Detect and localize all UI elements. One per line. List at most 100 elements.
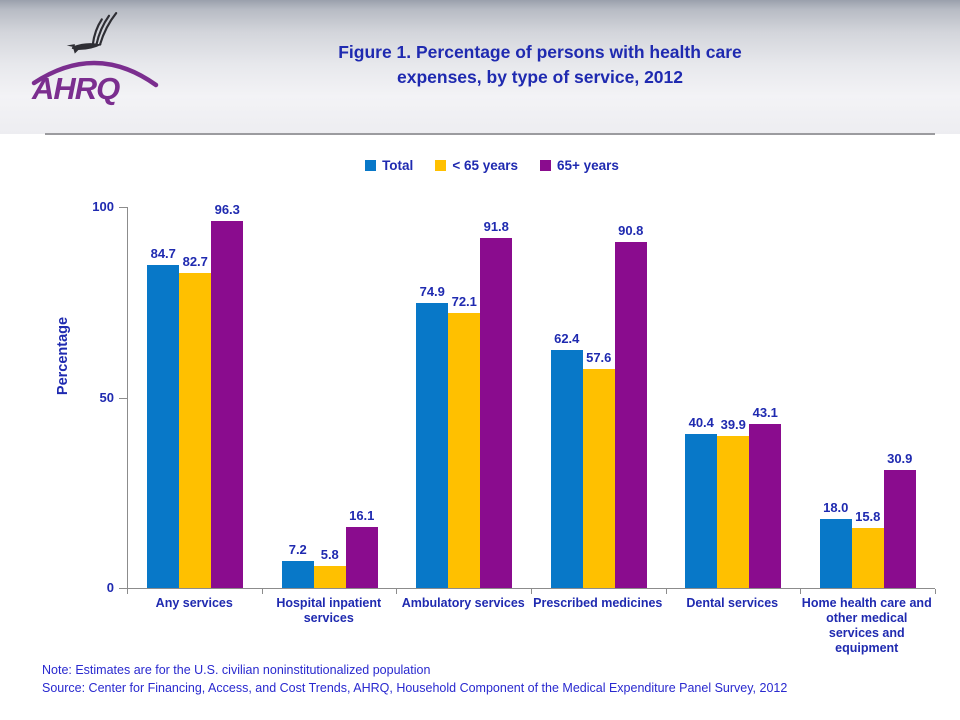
x-axis-labels: Any services Hospital inpatient services A… <box>127 596 934 656</box>
plot-area: 84.7 82.7 96.3 7.2 5.8 16.1 74.9 72.1 91.8 62.4 57… <box>127 202 936 589</box>
bar-wrap: 18.0 <box>819 500 852 588</box>
bar <box>851 527 884 588</box>
bar-value-label: 18.0 <box>823 500 849 516</box>
y-tick-label: 50 <box>99 389 114 405</box>
logo-arc <box>31 60 159 88</box>
bar-value-label: 62.4 <box>554 331 580 347</box>
y-tick-mark <box>119 588 127 589</box>
category-label-text: Hospital inpatient services <box>276 596 382 625</box>
legend-swatch <box>540 160 551 171</box>
bar-group: 40.4 39.9 43.1 <box>666 405 801 588</box>
bar-wrap: 91.8 <box>480 219 513 588</box>
bar-group: 74.9 72.1 91.8 <box>397 219 532 588</box>
category-label: Any services <box>127 596 262 656</box>
source-line: Source: Center for Financing, Access, an… <box>42 681 788 696</box>
bar-wrap: 5.8 <box>313 547 346 588</box>
legend-swatch <box>365 160 377 171</box>
y-axis-title: Percentage <box>55 316 71 396</box>
bar-value-label: 43.1 <box>752 404 778 420</box>
bar <box>416 302 449 588</box>
figure-title: Figure 1. Percentage of persons with hea… <box>338 42 742 87</box>
bar <box>819 519 852 588</box>
ahrq-wordmark: AHRQ <box>31 60 159 106</box>
bar-value-label: 40.4 <box>688 415 714 431</box>
bar-value-label: 7.2 <box>288 541 307 557</box>
bar-value-label: 39.9 <box>720 416 746 432</box>
bar <box>883 470 916 588</box>
bar <box>147 265 180 588</box>
bar-wrap: 57.6 <box>582 350 615 588</box>
bar-wrap: 39.9 <box>717 417 750 588</box>
note-line: Note: Estimates are for the U.S. civilia… <box>42 663 431 677</box>
category-label-text: Prescribed medicines <box>533 596 663 610</box>
chart-legend: Total < 65 years 65+ years <box>12 158 960 173</box>
category-label: Ambulatory services <box>396 596 531 656</box>
y-tick-mark <box>119 207 127 208</box>
bar <box>717 435 750 588</box>
bar-wrap: 82.7 <box>179 254 212 588</box>
hhs-eagle-icon <box>66 12 118 54</box>
bar-value-label: 57.6 <box>586 349 612 365</box>
category-label: Prescribed medicines <box>531 596 666 656</box>
bar-wrap: 96.3 <box>211 202 244 588</box>
bar-wrap: 15.8 <box>851 509 884 588</box>
bar-wrap: 84.7 <box>147 246 180 588</box>
bar <box>582 368 615 588</box>
x-tick-mark <box>396 589 398 594</box>
bar-wrap: 90.8 <box>614 223 647 588</box>
bar-wrap: 74.9 <box>416 284 449 588</box>
bar-wrap: 62.4 <box>550 331 583 588</box>
legend-swatch <box>435 160 447 171</box>
bar <box>480 238 513 588</box>
bar-value-label: 30.9 <box>887 451 913 467</box>
x-tick-mark <box>665 589 667 594</box>
header-divider <box>45 133 935 135</box>
category-label-text: Any services <box>155 596 233 610</box>
bar <box>345 526 378 588</box>
category-label: Dental services <box>665 596 800 656</box>
x-tick-mark <box>127 589 128 594</box>
y-tick-mark <box>119 397 127 399</box>
category-label-text: Home health care and other medical servi… <box>801 596 932 655</box>
bar-value-label: 74.9 <box>419 283 445 299</box>
bar-group: 18.0 15.8 30.9 <box>801 451 936 588</box>
bar-value-label: 82.7 <box>182 253 208 269</box>
logo-acronym-text: AHRQ <box>31 71 120 106</box>
legend-label: < 65 years <box>452 158 518 173</box>
x-tick-mark <box>800 589 802 594</box>
bar <box>179 272 212 588</box>
bar-value-label: 91.8 <box>483 219 509 235</box>
footnotes: Note: Estimates are for the U.S. civilia… <box>42 661 787 697</box>
bar-wrap: 16.1 <box>345 508 378 588</box>
legend-item: 65+ years <box>540 158 619 173</box>
bar <box>448 313 481 588</box>
bar-value-label: 5.8 <box>320 546 339 562</box>
bar-value-label: 90.8 <box>618 223 644 239</box>
bar-group: 7.2 5.8 16.1 <box>263 508 398 588</box>
x-axis-ticks <box>127 588 936 594</box>
y-tick-label: 100 <box>92 199 114 214</box>
category-label: Home health care and other medical servi… <box>800 596 935 656</box>
bar-value-label: 15.8 <box>855 508 881 524</box>
bar-value-label: 72.1 <box>451 294 477 310</box>
y-axis: 0 50 100 <box>80 200 127 594</box>
category-label: Hospital inpatient services <box>262 596 397 656</box>
legend-label: 65+ years <box>557 158 619 173</box>
category-label-text: Dental services <box>686 596 779 610</box>
bar <box>281 560 314 588</box>
bar <box>749 423 782 588</box>
bar <box>211 221 244 588</box>
bar-value-label: 84.7 <box>150 246 176 262</box>
bar-wrap: 7.2 <box>281 542 314 588</box>
bar-wrap: 72.1 <box>448 294 481 588</box>
bar-value-label: 16.1 <box>349 507 375 523</box>
x-tick-mark <box>261 589 263 594</box>
x-tick-mark <box>935 589 936 594</box>
bar-wrap: 30.9 <box>883 451 916 588</box>
y-tick-label: 0 <box>106 580 114 595</box>
bar-group: 62.4 57.6 90.8 <box>532 223 667 588</box>
bar-group: 84.7 82.7 96.3 <box>128 202 263 588</box>
category-label-text: Ambulatory services <box>401 596 525 610</box>
legend-label: Total <box>382 158 414 173</box>
